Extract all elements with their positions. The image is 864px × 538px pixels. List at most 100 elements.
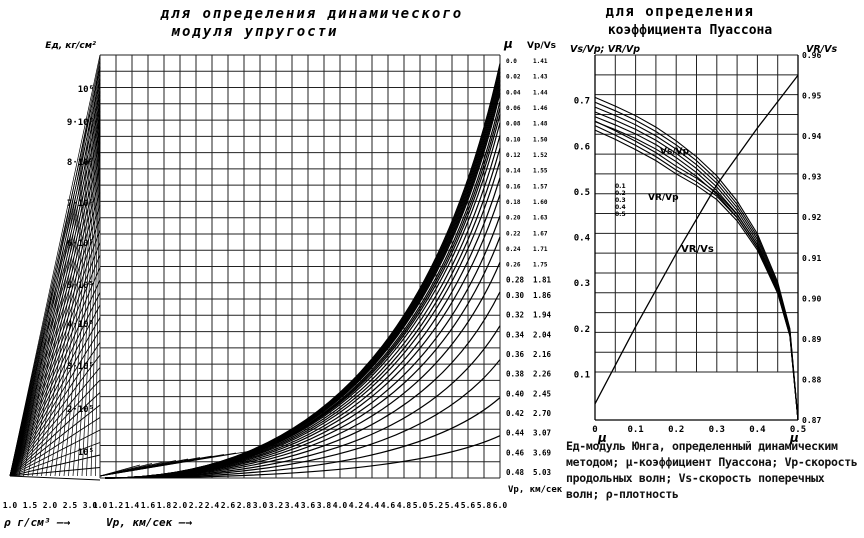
vp-tick-label: 1.0	[93, 501, 108, 510]
vp-tick-label: 2.4	[205, 501, 220, 510]
vr-vs-curve	[594, 74, 799, 405]
density-tick-label: 2.5	[63, 501, 78, 510]
low-fan-line	[99, 451, 249, 477]
vp-vs-tick-label: 1.52	[533, 152, 548, 159]
density-fan-line	[27, 70, 101, 477]
e-tick-label: 10⁵	[78, 448, 94, 458]
density-fan-line	[23, 66, 101, 477]
vp-vs-tick-label: 1.86	[533, 291, 552, 300]
x-tick-label: 0.2	[668, 425, 684, 435]
density-fan-line	[9, 367, 101, 477]
mu-curve	[104, 435, 501, 479]
density-fan-line	[59, 98, 101, 477]
vp-vs-tick-label: 1.44	[533, 89, 548, 96]
mu-curve	[104, 359, 501, 479]
density-fan-line	[9, 454, 101, 477]
vp-vs-tick-label: 2.26	[533, 370, 552, 379]
vp-tick-label: 1.2	[109, 501, 124, 510]
vp-tick-label: 3.0	[253, 501, 268, 510]
density-tick-label: 2.0	[43, 501, 58, 510]
density-fan-line	[95, 130, 101, 477]
mu-tick-label: 0.06	[506, 105, 521, 112]
right-tick-label: 0.88	[802, 375, 821, 384]
poisson-ratio-chart: 0.10.20.30.40.50.60.70.870.880.890.900.9…	[570, 44, 837, 445]
density-fan-line	[9, 392, 101, 477]
right-tick-label: 0.94	[802, 132, 821, 141]
density-fan-line	[9, 379, 101, 477]
mu-tick-label: 0.26	[506, 262, 521, 269]
vp-vs-tick-label: 1.41	[533, 58, 548, 65]
vp-vs-tick-label: 1.48	[533, 121, 548, 128]
vp-vs-axis-label: Vp/Vs	[527, 41, 556, 51]
vp-tick-label: 6.0	[493, 501, 508, 510]
vp-vs-tick-label: 2.04	[533, 330, 552, 339]
x-axis-label: μ	[789, 431, 799, 445]
density-fan-line	[9, 442, 101, 477]
density-fan-line	[9, 104, 101, 477]
vp-vs-tick-label: 3.69	[533, 448, 552, 457]
mu-tick-label: 0.04	[506, 89, 521, 96]
x-axis-label: μ	[597, 431, 607, 445]
mu-tick-label: 0.36	[506, 350, 525, 359]
small-curve-label: 0.4	[615, 204, 626, 211]
density-fan-line	[9, 54, 101, 477]
density-fan-line	[90, 126, 101, 477]
x-tick-label: 0	[592, 425, 597, 435]
mu-curve	[104, 325, 501, 479]
vp-vs-tick-label: 1.50	[533, 136, 548, 143]
density-fan-line	[9, 267, 101, 477]
e-tick-label: 2·10⁵	[67, 405, 94, 415]
mu-tick-label: 0.34	[506, 330, 525, 339]
left-tick-label: 0.1	[574, 370, 590, 380]
small-curve-label: 0.3	[615, 197, 626, 204]
vp-tick-label: 2.8	[237, 501, 252, 510]
density-fan-line	[72, 110, 101, 477]
right-tick-label: 0.92	[802, 213, 821, 222]
x-tick-label: 0.3	[709, 425, 725, 435]
vp-vs-tick-label: 1.46	[533, 105, 548, 112]
e-tick-label: 7·10⁵	[67, 199, 94, 209]
density-fan-line	[36, 78, 101, 477]
e-tick-label: 5·10⁵	[67, 281, 94, 291]
chart-caption: Eд-модуль Юнга, определенный динамически…	[566, 439, 858, 501]
small-curve-label: 0.1	[615, 183, 626, 190]
density-fan-line	[41, 82, 101, 477]
vp-vs-tick-label: 1.57	[533, 183, 548, 190]
density-fan-line	[9, 117, 101, 477]
mu-tick-label: 0.32	[506, 311, 524, 320]
vp-tick-label: 4.4	[365, 501, 380, 510]
vp-tick-label: 5.2	[429, 501, 444, 510]
density-fan-line	[9, 354, 101, 477]
right-tick-label: 0.87	[802, 416, 821, 425]
mu-tick-label: 0.28	[506, 275, 525, 284]
vp-tick-label: 1.8	[157, 501, 172, 510]
mu-curve	[104, 262, 501, 479]
x-tick-label: 0.5	[790, 425, 806, 435]
vp-vs-tick-label: 1.67	[533, 230, 548, 237]
density-fan-line	[50, 90, 101, 477]
vp-vs-tick-label: 1.75	[533, 262, 548, 269]
density-fan-line	[9, 129, 101, 477]
left-tick-label: 0.7	[574, 97, 590, 107]
vp-vs-tick-label: 1.71	[533, 246, 548, 253]
vp-tick-label: 5.8	[477, 501, 492, 510]
e-tick-label: 8·10⁵	[67, 158, 94, 168]
vp-tick-label: 4.8	[397, 501, 412, 510]
mu-tick-label: 0.02	[506, 74, 521, 81]
vp-vs-tick-label: 1.55	[533, 168, 548, 175]
vp-vs-tick-label: 2.16	[533, 350, 552, 359]
right-tick-label: 0.89	[802, 335, 821, 344]
density-fan-line	[54, 94, 101, 477]
small-curve-label: 0.5	[615, 211, 626, 218]
e-tick-label: 4·10⁵	[67, 320, 94, 330]
density-fan-line	[9, 229, 101, 477]
density-fan-line	[9, 317, 101, 477]
mu-tick-label: 0.44	[506, 429, 525, 438]
density-tick-label: 3.0	[83, 501, 98, 510]
curve-label: Vs/Vp	[660, 147, 690, 157]
mu-tick-label: 0.42	[506, 409, 524, 418]
density-fan-line	[9, 475, 101, 481]
vp-tick-label: 4.2	[349, 501, 364, 510]
left-title-line-2: модуля упругости	[171, 24, 339, 40]
right-title-line-1: для определения	[606, 4, 755, 20]
